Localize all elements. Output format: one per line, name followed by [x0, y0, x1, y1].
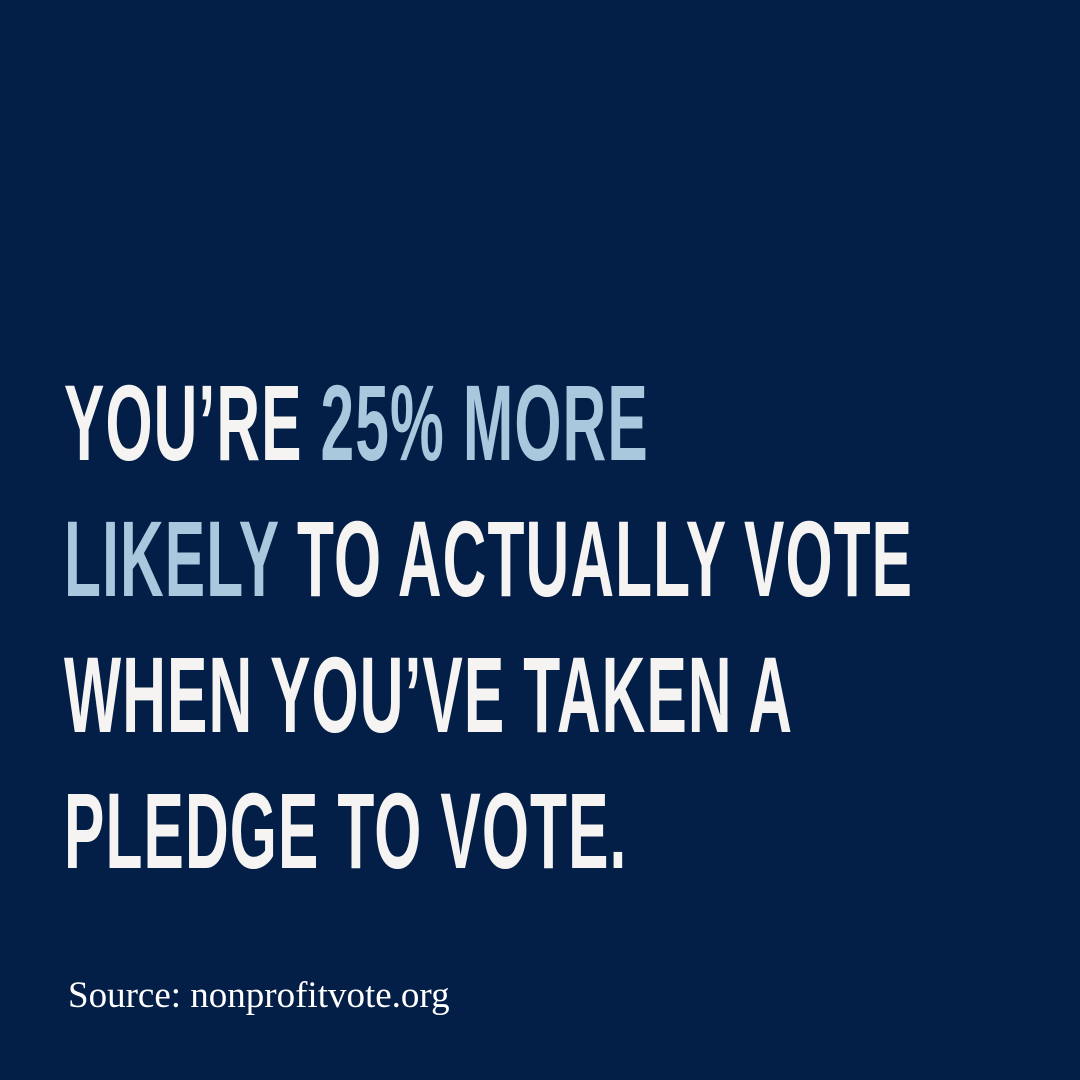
headline-text: WHEN YOU’VE TAKEN A — [64, 634, 794, 755]
headline-line-1: YOU’RE 25% MORE — [64, 355, 1044, 491]
headline-text: PLEDGE TO VOTE. — [64, 770, 628, 891]
headline-line-4: PLEDGE TO VOTE. — [64, 763, 1044, 899]
headline: YOU’RE 25% MORE LIKELY TO ACTUALLY VOTE … — [64, 355, 1044, 899]
headline-line-2: LIKELY TO ACTUALLY VOTE — [64, 491, 1044, 627]
headline-highlight-stat: 25% MORE — [320, 362, 649, 483]
headline-highlight-likely: LIKELY — [64, 498, 280, 619]
headline-text: YOU’RE — [64, 362, 321, 483]
headline-text: TO ACTUALLY VOTE — [279, 498, 914, 619]
source-citation: Source: nonprofitvote.org — [68, 975, 450, 1016]
headline-line-3: WHEN YOU’VE TAKEN A — [64, 627, 1044, 763]
